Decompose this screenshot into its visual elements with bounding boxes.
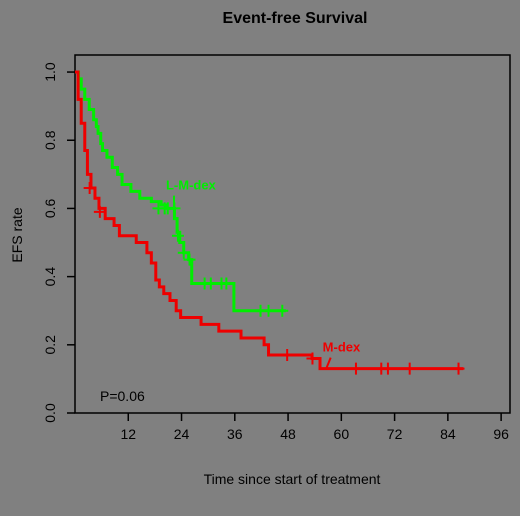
series-label: M-dex [323, 340, 361, 355]
censor-mark [350, 363, 362, 375]
series-layer: L-M-dex M-dex [75, 72, 465, 375]
censor-mark [205, 277, 217, 289]
censor-mark [172, 230, 184, 242]
plot-frame [75, 55, 510, 413]
y-axis: 0.0 0.2 0.4 0.6 0.8 1.0 [42, 62, 75, 423]
series-label: L-M-dex [166, 178, 217, 193]
censor-mark [281, 349, 293, 361]
censor-mark [184, 254, 196, 266]
x-tick-label: 84 [440, 426, 456, 442]
censor-mark [276, 305, 288, 317]
y-axis-label: EFS rate [9, 207, 25, 262]
survival-curve-line [75, 72, 463, 369]
x-tick-label: 96 [493, 426, 509, 442]
x-tick-label: 60 [334, 426, 350, 442]
censor-mark [404, 363, 416, 375]
x-tick-label: 48 [280, 426, 296, 442]
series-m-dex: M-dex [75, 72, 465, 375]
x-tick-label: 72 [387, 426, 403, 442]
series-l-m-dex: L-M-dex [75, 72, 288, 317]
y-tick-label: 0.0 [42, 403, 58, 423]
y-tick-label: 0.2 [42, 335, 58, 355]
x-tick-label: 24 [174, 426, 190, 442]
censor-mark [263, 305, 275, 317]
x-axis: 12 24 36 48 60 72 84 96 [120, 413, 509, 442]
y-tick-label: 0.6 [42, 198, 58, 218]
x-tick-label: 12 [120, 426, 136, 442]
censor-mark [453, 363, 465, 375]
x-axis-label: Time since start of treatment [204, 471, 381, 487]
p-value-annotation: P=0.06 [100, 388, 145, 404]
y-tick-label: 0.8 [42, 130, 58, 150]
y-tick-label: 1.0 [42, 62, 58, 82]
y-tick-label: 0.4 [42, 267, 58, 287]
series-label-pointer [326, 358, 330, 369]
x-tick-label: 36 [227, 426, 243, 442]
censor-mark [382, 363, 394, 375]
chart-title: Event-free Survival [223, 10, 368, 27]
